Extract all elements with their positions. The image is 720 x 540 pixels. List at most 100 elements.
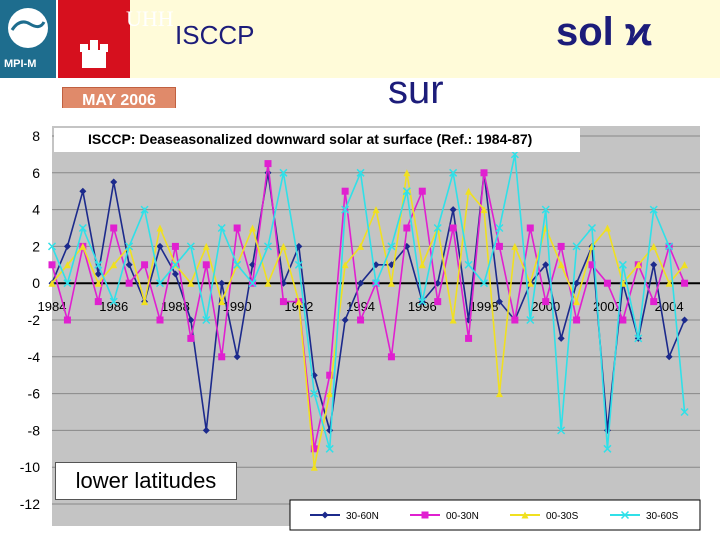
- data-point: [110, 224, 118, 232]
- data-point: [650, 298, 658, 306]
- legend-label: 00-30N: [446, 511, 479, 522]
- data-point: [171, 260, 180, 269]
- data-point: [603, 279, 611, 287]
- data-point: [233, 260, 242, 269]
- data-point: [218, 353, 226, 361]
- x-tick-label: 1984: [38, 299, 67, 314]
- data-point: [202, 261, 210, 269]
- data-point: [109, 297, 118, 306]
- x-tick-label: 2004: [655, 299, 684, 314]
- globe-icon: [8, 8, 48, 48]
- data-point: [140, 205, 149, 214]
- data-point: [557, 242, 565, 250]
- data-point: [510, 150, 519, 159]
- data-point: [356, 168, 365, 177]
- y-tick-label: -2: [28, 312, 41, 328]
- data-point: [418, 187, 426, 195]
- data-point: [511, 242, 519, 250]
- data-point: [279, 298, 287, 306]
- data-point: [603, 224, 611, 232]
- data-point: [665, 279, 673, 287]
- data-point: [202, 426, 210, 434]
- data-point: [79, 187, 87, 195]
- data-point: [449, 316, 457, 324]
- data-point: [573, 279, 581, 287]
- data-point: [665, 353, 673, 361]
- data-point: [325, 444, 334, 453]
- data-point: [94, 298, 102, 306]
- data-point: [295, 298, 303, 306]
- data-point: [202, 315, 211, 325]
- data-point: [634, 334, 643, 343]
- series-30-60S: [47, 150, 689, 453]
- data-point: [63, 316, 71, 324]
- data-point: [465, 187, 473, 195]
- data-point: [233, 224, 241, 232]
- data-point: [78, 223, 87, 233]
- data-point: [171, 270, 179, 278]
- legend-label: 30-60S: [646, 511, 679, 522]
- chart-title: ISCCP: Deaseasonalized downward solar at…: [88, 131, 532, 147]
- data-point: [357, 242, 365, 250]
- series-line: [51, 172, 686, 431]
- data-point: [94, 279, 102, 287]
- data-point: [341, 187, 349, 195]
- data-point: [634, 261, 642, 269]
- title-isccp: ISCCP: [175, 20, 255, 50]
- x-tick-label: 1986: [99, 299, 128, 314]
- data-point: [156, 224, 164, 232]
- data-point: [187, 334, 195, 342]
- data-point: [572, 242, 581, 251]
- y-ticks: 8 6 4 2 0 -2 -4 -6 -8 -10 -12: [20, 128, 40, 512]
- y-tick-label: -10: [20, 459, 40, 475]
- data-point: [63, 242, 71, 250]
- data-point: [310, 463, 318, 471]
- data-point: [650, 261, 658, 269]
- data-point: [588, 261, 596, 269]
- legend-label: 30-60N: [346, 511, 379, 522]
- data-point: [618, 260, 627, 269]
- data-point: [557, 426, 566, 435]
- data-point: [125, 261, 133, 269]
- data-point: [587, 223, 597, 233]
- castle-icon: [80, 40, 108, 68]
- data-point: [511, 316, 519, 324]
- data-point: [63, 261, 71, 269]
- data-point: [573, 298, 581, 306]
- y-tick-label: -12: [20, 496, 40, 512]
- data-point: [665, 242, 674, 251]
- data-point: [110, 261, 118, 269]
- data-point: [449, 206, 457, 214]
- chart-title-box: [54, 128, 580, 152]
- data-point: [279, 168, 288, 177]
- data-point: [434, 298, 442, 306]
- data-point: [264, 160, 272, 168]
- legend-items: 30-60N 00-30N 00-30S 30-60S: [310, 510, 679, 522]
- data-point: [403, 169, 411, 177]
- data-point: [681, 316, 689, 324]
- slide-header: MPI-M UHH ISCCP sol ϰ: [0, 0, 720, 78]
- data-point: [156, 316, 164, 324]
- data-point: [620, 510, 630, 520]
- data-point: [681, 279, 689, 287]
- data-point: [94, 260, 103, 269]
- data-point: [187, 279, 195, 287]
- data-point: [156, 242, 164, 250]
- data-point: [465, 334, 473, 342]
- data-point: [526, 224, 534, 232]
- data-point: [263, 242, 273, 251]
- data-point: [680, 407, 689, 417]
- data-point: [649, 205, 658, 214]
- data-point: [526, 279, 534, 287]
- y-tick-label: 0: [32, 275, 40, 291]
- data-point: [421, 511, 429, 519]
- title-sur-fragment: sur: [388, 70, 444, 106]
- data-point: [495, 390, 503, 398]
- data-point: [526, 315, 535, 325]
- data-point: [141, 298, 149, 306]
- data-point: [79, 242, 87, 250]
- data-point: [521, 511, 529, 519]
- data-point: [326, 371, 334, 379]
- data-point: [387, 279, 395, 287]
